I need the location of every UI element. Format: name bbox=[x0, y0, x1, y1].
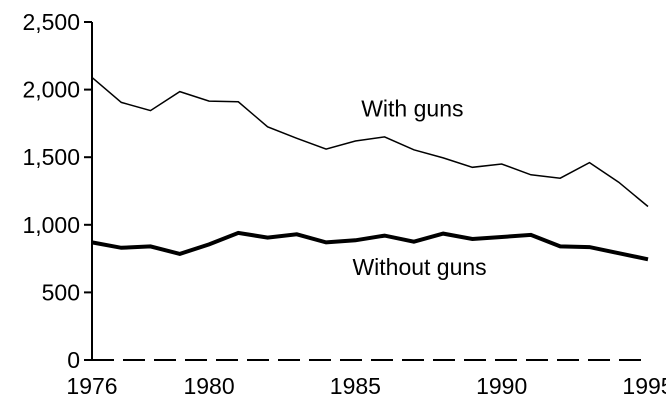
y-tick-label: 1,500 bbox=[22, 144, 80, 170]
x-tick-label: 1976 bbox=[66, 373, 117, 399]
series-label-without-guns: Without guns bbox=[352, 254, 486, 280]
y-tick-label: 500 bbox=[42, 279, 80, 305]
series-label-with-guns: With guns bbox=[361, 96, 463, 122]
y-tick-label: 1,000 bbox=[22, 212, 80, 238]
x-tick-label: 1995 bbox=[622, 373, 666, 399]
series-line-with-guns bbox=[91, 76, 649, 208]
y-axis-ticks: 0 500 1,000 1,500 2,000 2,500 bbox=[22, 9, 92, 373]
y-tick-label: 0 bbox=[67, 347, 80, 373]
y-tick-label: 2,500 bbox=[22, 9, 80, 35]
x-tick-label: 1990 bbox=[476, 373, 527, 399]
x-axis-ticks: 1976 1980 1985 1990 1995 bbox=[66, 373, 666, 399]
y-tick-label: 2,000 bbox=[22, 77, 80, 103]
x-tick-label: 1985 bbox=[330, 373, 381, 399]
x-tick-label: 1980 bbox=[183, 373, 234, 399]
series-line-without-guns bbox=[91, 230, 649, 262]
